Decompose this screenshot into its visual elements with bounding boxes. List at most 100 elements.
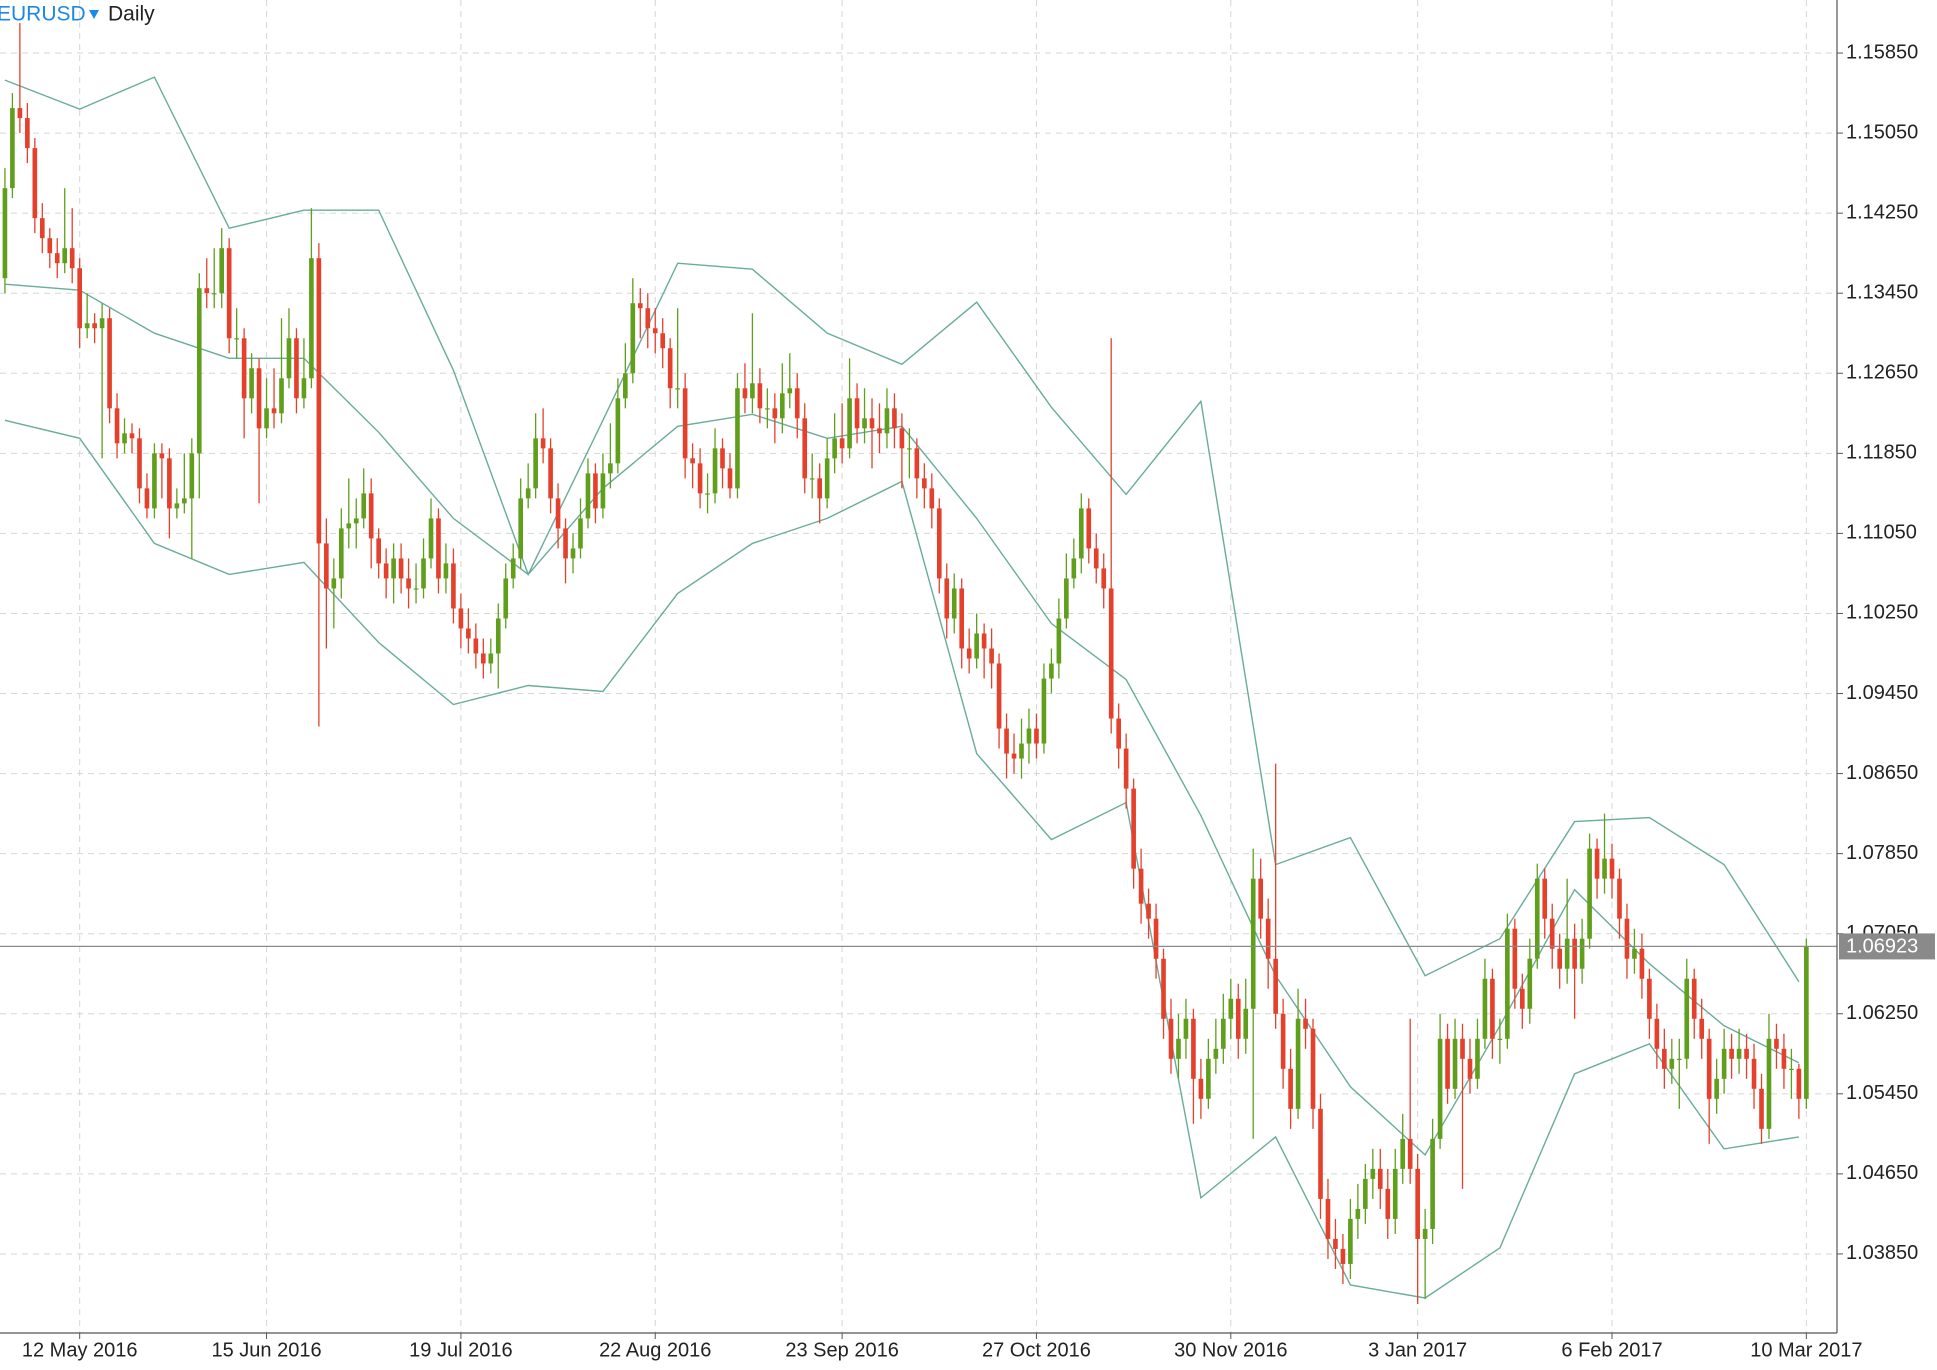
y-tick-label: 1.11050 bbox=[1846, 522, 1917, 544]
candle-body bbox=[443, 563, 449, 579]
candle-body bbox=[346, 523, 352, 529]
candle-body bbox=[510, 558, 516, 579]
candle-body bbox=[361, 493, 367, 519]
y-tick-label: 1.15050 bbox=[1846, 121, 1918, 143]
y-tick-label: 1.15850 bbox=[1846, 41, 1918, 63]
candle-body bbox=[1161, 958, 1166, 1019]
candle-body bbox=[1512, 928, 1518, 989]
candle-body bbox=[279, 378, 284, 414]
candle-body bbox=[503, 578, 509, 619]
candle-body bbox=[1572, 938, 1577, 969]
candle-body bbox=[1250, 878, 1256, 1009]
candle-body bbox=[1078, 508, 1084, 559]
candle-body bbox=[458, 608, 464, 629]
candle-body bbox=[1490, 978, 1495, 1039]
candle-body bbox=[832, 438, 837, 459]
candle-body bbox=[1789, 1068, 1794, 1071]
candle-body bbox=[585, 473, 591, 519]
candle-body bbox=[107, 318, 112, 409]
candle-body bbox=[1086, 508, 1092, 549]
candle-body bbox=[1669, 1058, 1675, 1069]
y-tick-label: 1.11850 bbox=[1846, 442, 1917, 464]
candle-body bbox=[630, 303, 636, 374]
candle-body bbox=[1407, 1138, 1413, 1169]
candle-body bbox=[1310, 1028, 1316, 1109]
candle-body bbox=[1527, 958, 1533, 1009]
candle-body bbox=[615, 398, 621, 464]
candle-body bbox=[1691, 978, 1697, 1019]
candle-body bbox=[862, 418, 867, 429]
candle-body bbox=[1654, 1018, 1660, 1049]
candle-body bbox=[99, 318, 105, 329]
symbol[interactable]: EURUSD bbox=[0, 3, 86, 26]
candle-body bbox=[1557, 948, 1563, 969]
candle-body bbox=[1176, 1038, 1181, 1059]
candle-body bbox=[32, 148, 38, 219]
candle-body bbox=[436, 518, 441, 579]
candle-body bbox=[1235, 998, 1241, 1039]
candle-body bbox=[854, 398, 860, 429]
candle-body bbox=[1019, 743, 1024, 759]
candle-body bbox=[697, 463, 703, 494]
candle-body bbox=[951, 588, 957, 619]
y-tick-label: 1.12650 bbox=[1846, 362, 1918, 384]
candle-body bbox=[1034, 728, 1039, 744]
candle-body bbox=[1265, 918, 1271, 959]
candle-body bbox=[1123, 748, 1129, 789]
candle-body bbox=[174, 503, 180, 509]
grid bbox=[0, 0, 1837, 1333]
candle-body bbox=[1168, 1018, 1174, 1059]
candle-body bbox=[623, 373, 628, 399]
candle-body bbox=[1699, 1018, 1705, 1039]
candle-body bbox=[331, 578, 337, 589]
candle-body bbox=[1041, 678, 1047, 744]
candle-body bbox=[1049, 663, 1054, 679]
candle-body bbox=[54, 253, 60, 264]
candle-body bbox=[196, 288, 202, 454]
candle-body bbox=[1729, 1048, 1734, 1059]
symbol-header[interactable]: EURUSD Daily bbox=[0, 3, 155, 26]
candle-body bbox=[69, 248, 75, 269]
candle-body bbox=[1191, 1018, 1196, 1079]
candle-body bbox=[779, 393, 785, 419]
y-tick-label: 1.05450 bbox=[1846, 1082, 1918, 1104]
candle-body bbox=[1348, 1218, 1353, 1264]
candle-body bbox=[1288, 1068, 1293, 1109]
dropdown-icon[interactable] bbox=[89, 10, 99, 19]
candle-body bbox=[264, 408, 269, 429]
candle-body bbox=[981, 633, 987, 649]
candle-body bbox=[720, 448, 725, 469]
candle-body bbox=[1736, 1048, 1742, 1059]
candle-body bbox=[727, 468, 733, 489]
candle-body bbox=[1460, 1038, 1465, 1059]
x-tick-label: 6 Feb 2017 bbox=[1561, 1339, 1662, 1361]
candle-body bbox=[675, 388, 680, 390]
candle-body bbox=[1318, 1108, 1323, 1199]
candle-body bbox=[1116, 718, 1121, 749]
candle-body bbox=[794, 388, 800, 419]
y-tick-label: 1.04650 bbox=[1846, 1162, 1918, 1184]
candle-body bbox=[324, 543, 329, 589]
candle-body bbox=[1774, 1038, 1779, 1049]
candle-body bbox=[1759, 1088, 1764, 1129]
candle-body bbox=[2, 188, 8, 279]
last-price-label: 1.06923 bbox=[1846, 936, 1918, 958]
candle-body bbox=[1355, 1208, 1361, 1219]
candle-body bbox=[1617, 878, 1622, 919]
candle-body bbox=[1243, 1008, 1249, 1039]
candle-body bbox=[1213, 1048, 1219, 1059]
candle-body bbox=[114, 408, 120, 444]
candle-body bbox=[1071, 558, 1077, 579]
candle-body bbox=[1295, 1018, 1301, 1109]
candle-body bbox=[137, 438, 142, 489]
candle-body bbox=[1026, 728, 1032, 744]
candle-body bbox=[705, 493, 710, 495]
candle-body bbox=[1482, 978, 1488, 1039]
candle-body bbox=[563, 528, 568, 559]
x-tick-label: 19 Jul 2016 bbox=[409, 1339, 512, 1361]
candle-body bbox=[1004, 728, 1009, 754]
timeframe[interactable]: Daily bbox=[108, 3, 155, 26]
candle-body bbox=[211, 293, 217, 295]
candle-body bbox=[1273, 958, 1278, 1014]
